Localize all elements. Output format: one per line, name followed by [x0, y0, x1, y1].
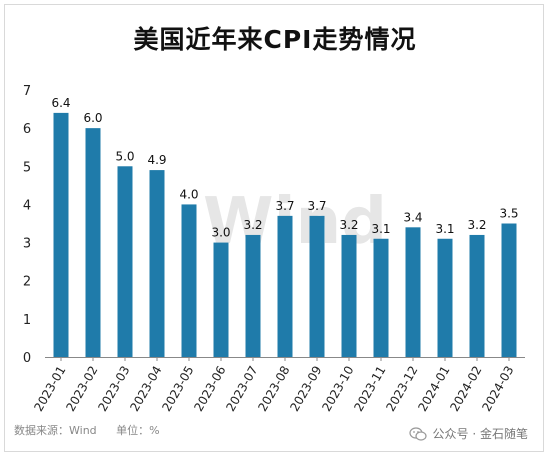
wechat-icon: [408, 426, 427, 441]
source-note: 数据来源：Wind: [14, 424, 97, 437]
data-label: 4.0: [179, 187, 198, 201]
data-label: 3.2: [339, 218, 358, 232]
bar: [85, 128, 101, 357]
data-label: 3.7: [275, 199, 294, 213]
y-tick-label: 2: [23, 275, 31, 290]
data-label: 3.2: [243, 218, 262, 232]
y-tick-label: 5: [23, 160, 31, 175]
bar: [469, 234, 485, 357]
data-label: 3.1: [435, 222, 454, 236]
bar: [501, 223, 517, 357]
chart-footer: 数据来源：Wind 单位：%: [14, 422, 176, 438]
x-tick-label: 2024-03: [479, 364, 516, 414]
data-label: 3.5: [499, 207, 518, 221]
y-tick-label: 7: [23, 84, 31, 99]
bar: [373, 238, 389, 357]
bar: [181, 204, 197, 357]
chart-title: 美国近年来CPI走势情况: [133, 25, 417, 54]
y-tick-label: 6: [23, 122, 31, 137]
bar: [309, 215, 325, 357]
data-label: 3.0: [211, 226, 230, 240]
data-label: 4.9: [147, 153, 166, 167]
account-name: 公众号 · 金石随笔: [432, 427, 528, 441]
y-tick-label: 3: [23, 237, 31, 252]
data-label: 6.0: [83, 111, 102, 125]
bar: [213, 242, 229, 357]
watermark: Wind: [203, 185, 387, 259]
bar: [277, 215, 293, 357]
data-label: 6.4: [51, 96, 70, 110]
bar: [341, 234, 357, 357]
y-tick-label: 4: [23, 198, 31, 213]
bar: [149, 170, 165, 357]
bar: [405, 227, 421, 357]
x-axis: 2023-012023-022023-032023-042023-052023-…: [31, 357, 525, 414]
unit-note: 单位：%: [116, 424, 160, 437]
data-label: 3.2: [467, 218, 486, 232]
y-tick-label: 0: [23, 351, 31, 366]
bar: [245, 234, 261, 357]
bar: [437, 238, 453, 357]
data-label: 5.0: [115, 149, 134, 163]
data-label: 3.4: [403, 210, 422, 224]
bar: [117, 166, 133, 357]
y-axis: 0 1 2 3 4 5 6 7: [23, 84, 31, 366]
account-label: 公众号 · 金石随笔: [408, 425, 528, 442]
bar: [53, 112, 69, 357]
data-label: 3.1: [371, 222, 390, 236]
data-label: 3.7: [307, 199, 326, 213]
y-tick-label: 1: [23, 313, 31, 328]
bars-group: 6.4 6.0 5.0 4.9 4.0 3.0 3.2 3.7 3.7 3.2 3.1 3.4 3.1 3…: [51, 96, 519, 357]
